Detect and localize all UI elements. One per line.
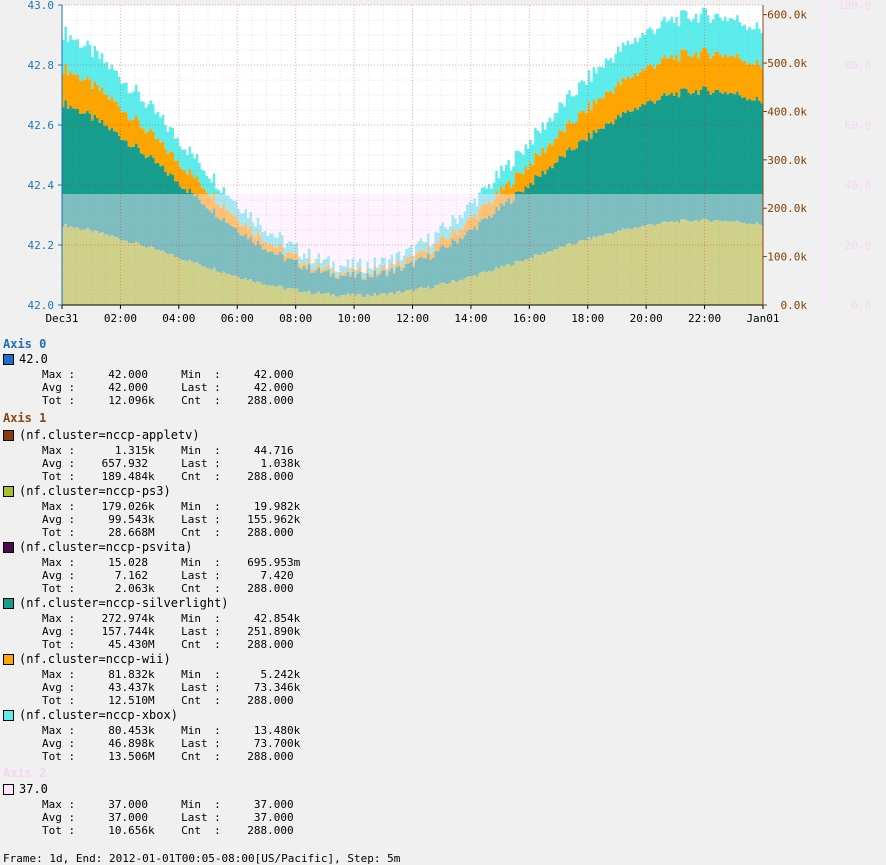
legend-series-name: (nf.cluster=nccp-xbox) [19,708,178,722]
axis2-series-band [62,194,763,305]
axis1-tick-label: 200.0k [767,202,807,215]
axis2-tick-label: 80.0 [845,59,872,72]
axis1-tick-label: 100.0k [767,251,807,264]
axis0-tick-label: 42.0 [28,299,55,312]
axis1-tick-label: 0.0k [781,299,808,312]
axis0-tick-label: 42.4 [28,179,55,192]
legend-stats: Max : 81.832k Min : 5.242k Avg : 43.437k… [42,668,301,707]
legend-series-name: (nf.cluster=nccp-silverlight) [19,596,229,610]
axis2-line [823,5,826,305]
x-tick-label: 22:00 [688,312,721,325]
x-tick-label: 20:00 [630,312,663,325]
x-tick-label: 14:00 [454,312,487,325]
legend-swatch [3,430,14,441]
legend-stats: Max : 15.028 Min : 695.953m Avg : 7.162 … [42,556,301,595]
x-tick-label: 08:00 [279,312,312,325]
legend-series-name: (nf.cluster=nccp-psvita) [19,540,193,554]
series-ps3-area [62,218,763,305]
legend-stats: Max : 80.453k Min : 13.480k Avg : 46.898… [42,724,301,763]
axis1-tick-label: 400.0k [767,105,807,118]
axis0-tick-label: 42.8 [28,59,55,72]
axis2-tick-label: 40.0 [845,179,872,192]
legend-swatch [3,784,14,795]
legend-stats: Max : 42.000 Min : 42.000 Avg : 42.000 L… [42,368,294,407]
x-tick-label: Jan01 [746,312,779,325]
axis1-tick-label: 600.0k [767,9,807,22]
series-silverlight-area [62,86,763,298]
axis1-tick-label: 300.0k [767,154,807,167]
legend-swatch [3,710,14,721]
x-tick-label: 02:00 [104,312,137,325]
legend-stats: Max : 37.000 Min : 37.000 Avg : 37.000 L… [42,798,294,837]
legend-series-name: (nf.cluster=nccp-ps3) [19,484,171,498]
legend-swatch [3,542,14,553]
series-wii-area [62,47,763,281]
axis0-tick-label: 42.6 [28,119,55,132]
legend-stats: Max : 1.315k Min : 44.716 Avg : 657.932 … [42,444,301,483]
axis1-legend-title: Axis 1 [3,411,47,425]
axis0-legend-title: Axis 0 [3,337,47,351]
axis0-tick-label: 42.2 [28,239,55,252]
legend-series-name: 42.0 [19,352,48,366]
x-tick-label: 18:00 [571,312,604,325]
legend-series-name: (nf.cluster=nccp-appletv) [19,428,200,442]
stacked-area-chart: Dec31 02:00 04:00 06:00 08:00 10:00 12:00 14:00… [28,0,872,325]
legend-series-name: 37.0 [19,782,48,796]
axis2-tick-label: 60.0 [845,119,872,132]
legend-series-name: (nf.cluster=nccp-wii) [19,652,171,666]
axis1-tick-label: 500.0k [767,57,807,70]
axis2-tick-label: 100.0 [838,0,871,12]
x-tick-label: 12:00 [396,312,429,325]
x-tick-label: 16:00 [513,312,546,325]
legend-swatch [3,654,14,665]
legend-swatch [3,354,14,365]
legend-stats: Max : 272.974k Min : 42.854k Avg : 157.7… [42,612,301,651]
x-tick-label: 10:00 [338,312,371,325]
footer-info: Frame: 1d, End: 2012-01-01T00:05-08:00[U… [3,852,401,865]
axis0-tick-label: 43.0 [28,0,55,12]
series-xbox-area [62,7,763,278]
legend-swatch [3,486,14,497]
axis2-tick-label: 20.0 [845,239,872,252]
axis2-legend-title: Axis 2 [3,766,47,780]
legend-stats: Max : 179.026k Min : 19.982k Avg : 99.54… [42,500,301,539]
x-tick-label: 04:00 [162,312,195,325]
x-tick-label: 06:00 [221,312,254,325]
x-tick-label: Dec31 [45,312,78,325]
legend-swatch [3,598,14,609]
axis2-tick-label: 0.0 [851,299,871,312]
